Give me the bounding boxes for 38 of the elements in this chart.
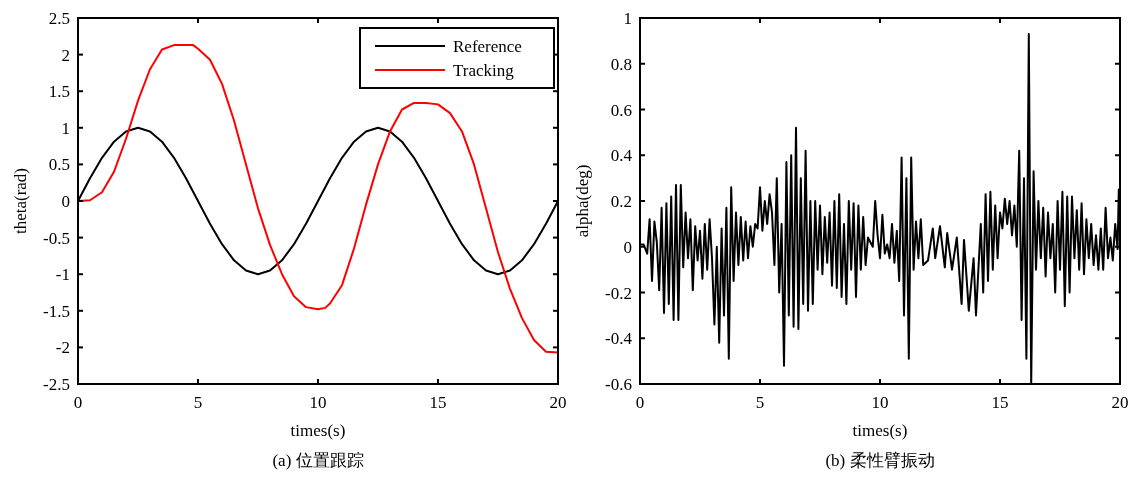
- y-tick-label: 0: [623, 237, 632, 257]
- x-tick-label: 0: [73, 393, 83, 412]
- y-tick-label: 0.8: [610, 54, 632, 74]
- y-tick-label: 1.5: [48, 82, 70, 102]
- legend-label: Tracking: [453, 61, 515, 80]
- y-tick-label: 0.4: [610, 146, 633, 166]
- x-tick-label: 20: [549, 393, 567, 412]
- x-tick-label: 10: [309, 393, 327, 412]
- x-tick-label: 15: [991, 393, 1009, 412]
- y-tick-label: 2.5: [48, 9, 70, 28]
- y-tick-label: -1.5: [43, 301, 70, 321]
- y-tick-label: 2: [61, 45, 70, 65]
- x-tick-label: 10: [871, 393, 889, 412]
- y-axis-title: alpha(deg): [573, 164, 592, 238]
- y-tick-label: -0.4: [605, 329, 633, 349]
- y-tick-label: -2: [55, 338, 70, 358]
- y-tick-label: -0.6: [605, 375, 632, 394]
- x-tick-label: 5: [193, 393, 203, 412]
- x-axis-title: times(s): [290, 421, 346, 440]
- y-tick-label: 0.6: [610, 100, 632, 120]
- y-tick-label: -2.5: [43, 375, 70, 394]
- y-tick-label: 0.5: [48, 155, 70, 175]
- text: (b) 柔性臂振动: [825, 451, 935, 470]
- x-tick-label: 20: [1111, 393, 1129, 412]
- text: (a) 位置跟踪: [272, 451, 364, 470]
- x-tick-label: 0: [635, 393, 645, 412]
- y-tick-label: 1: [623, 9, 632, 28]
- y-tick-label: -1: [55, 265, 70, 285]
- y-tick-label: -0.2: [605, 283, 632, 303]
- y-tick-label: 0.2: [610, 192, 632, 211]
- x-tick-label: 5: [755, 393, 765, 412]
- y-tick-label: 1: [61, 118, 70, 138]
- x-axis-title: times(s): [852, 421, 908, 440]
- legend-label: Reference: [453, 37, 522, 56]
- y-tick-label: 0: [61, 192, 70, 211]
- y-tick-label: -0.5: [43, 228, 70, 248]
- x-tick-label: 15: [429, 393, 447, 412]
- y-axis-title: theta(rad): [11, 167, 30, 235]
